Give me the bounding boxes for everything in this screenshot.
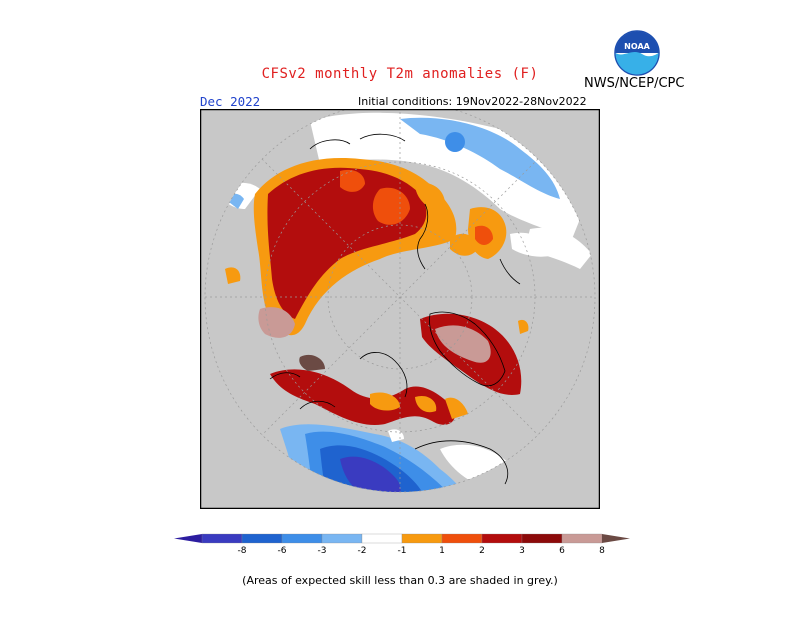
legend-swatch <box>481 533 523 544</box>
legend-swatch <box>401 533 443 544</box>
legend-swatch <box>521 533 563 544</box>
agency-label: NWS/NCEP/CPC <box>584 76 685 91</box>
coastlines <box>269 133 521 485</box>
legend-tick-label: 3 <box>519 546 525 556</box>
legend-tick-label: -8 <box>238 546 247 556</box>
legend-arrow-low <box>174 534 202 543</box>
legend-tick-label: -3 <box>318 546 327 556</box>
legend-tick-label: 2 <box>479 546 485 556</box>
valid-month-label: Dec 2022 <box>200 94 261 109</box>
skill-footnote: (Areas of expected skill less than 0.3 a… <box>242 574 558 587</box>
legend-tick-label: 8 <box>599 546 605 556</box>
legend-swatch <box>361 533 403 544</box>
cold-spot-north <box>445 132 465 152</box>
color-legend: -8 -6 -3 -2 -1 1 2 3 6 8 <box>174 533 630 556</box>
legend-tick-label: -2 <box>358 546 367 556</box>
legend-arrow-high <box>602 534 630 543</box>
legend-tick-label: -1 <box>398 546 407 556</box>
graticule <box>204 109 596 493</box>
legend-swatch <box>441 533 483 544</box>
initial-conditions-label: Initial conditions: 19Nov2022-28Nov2022 <box>358 95 587 108</box>
legend-tick-label: 1 <box>439 546 445 556</box>
legend-tick-label: -6 <box>278 546 287 556</box>
polar-anomaly-map <box>200 109 600 509</box>
legend-swatch <box>201 533 243 544</box>
legend-swatch <box>241 533 283 544</box>
legend-tick-label: 6 <box>559 546 565 556</box>
logo-text: NOAA <box>624 42 650 51</box>
map-title: CFSv2 monthly T2m anomalies (F) <box>261 66 539 82</box>
legend-swatch <box>561 533 603 544</box>
legend-swatch <box>321 533 363 544</box>
legend-swatch <box>281 533 323 544</box>
noaa-logo: NOAA <box>614 30 660 76</box>
